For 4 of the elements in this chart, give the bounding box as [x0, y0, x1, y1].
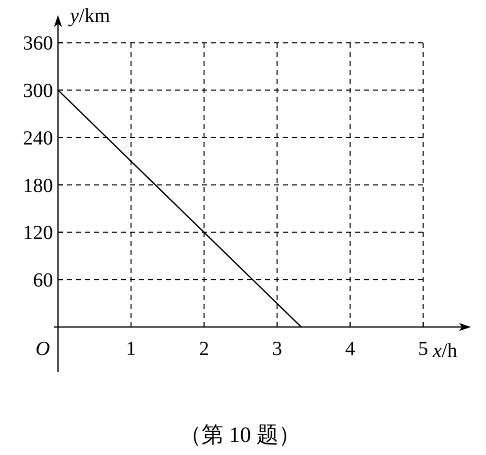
- annotation: （第 10 题）: [180, 422, 300, 447]
- ylabel: y/km: [70, 5, 110, 27]
- annotation: O: [36, 338, 50, 360]
- xlabel: x/h: [432, 340, 458, 362]
